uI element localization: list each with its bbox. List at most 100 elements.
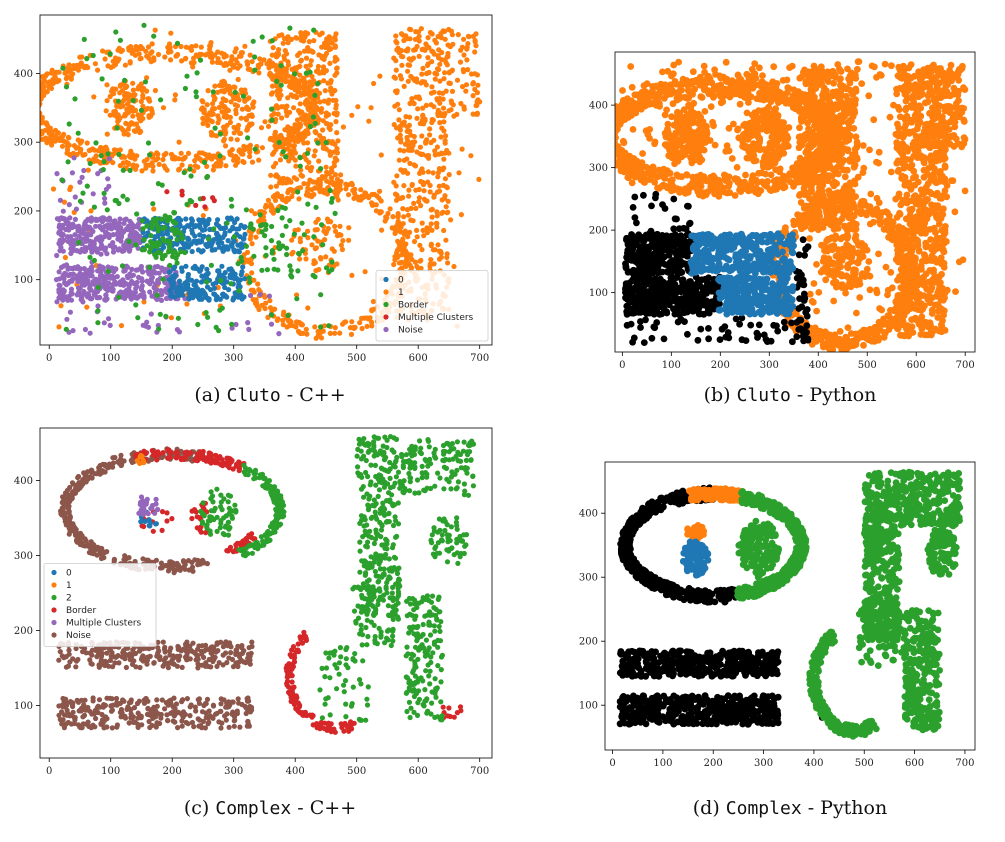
data-point bbox=[606, 119, 613, 126]
data-point bbox=[337, 330, 343, 336]
data-point bbox=[203, 52, 209, 58]
data-point bbox=[331, 149, 337, 155]
data-point bbox=[263, 252, 269, 258]
data-point bbox=[311, 153, 317, 159]
data-point bbox=[60, 208, 66, 214]
data-point bbox=[79, 174, 85, 180]
data-point bbox=[135, 315, 141, 321]
data-point bbox=[43, 72, 49, 78]
data-point bbox=[127, 246, 133, 253]
data-point bbox=[762, 93, 770, 101]
data-point bbox=[122, 295, 128, 301]
data-point bbox=[425, 55, 431, 61]
data-point bbox=[473, 43, 479, 49]
data-point bbox=[246, 275, 252, 281]
data-point bbox=[607, 130, 614, 137]
data-point bbox=[437, 120, 443, 126]
data-point bbox=[77, 140, 83, 146]
data-point bbox=[212, 291, 218, 297]
data-point bbox=[99, 219, 105, 225]
data-point bbox=[155, 151, 161, 157]
data-point bbox=[671, 138, 679, 146]
data-point bbox=[58, 303, 64, 309]
data-point bbox=[600, 146, 607, 153]
data-point bbox=[311, 258, 317, 264]
data-point bbox=[205, 88, 211, 94]
data-point bbox=[602, 114, 609, 121]
data-point bbox=[106, 183, 112, 189]
data-point bbox=[371, 202, 377, 208]
data-point bbox=[429, 48, 435, 54]
data-point bbox=[155, 155, 161, 161]
data-point bbox=[326, 323, 332, 329]
data-point bbox=[265, 197, 271, 203]
data-point bbox=[197, 224, 203, 230]
data-point bbox=[448, 217, 454, 223]
data-point bbox=[346, 225, 352, 231]
x-tick-label: 400 bbox=[286, 353, 305, 364]
data-point bbox=[146, 264, 153, 270]
data-point bbox=[603, 139, 610, 146]
data-point bbox=[332, 325, 338, 331]
data-point bbox=[287, 263, 293, 269]
data-point bbox=[139, 218, 145, 224]
data-point bbox=[244, 126, 250, 132]
data-point bbox=[232, 249, 238, 255]
data-point bbox=[252, 146, 258, 152]
data-point bbox=[410, 75, 416, 81]
data-point bbox=[120, 279, 126, 285]
data-point bbox=[298, 57, 304, 63]
data-point bbox=[162, 54, 168, 60]
data-point bbox=[463, 82, 470, 88]
data-point bbox=[434, 96, 440, 102]
data-point bbox=[320, 64, 327, 70]
data-point bbox=[313, 68, 320, 74]
data-point bbox=[204, 102, 210, 108]
data-point bbox=[687, 153, 694, 161]
data-point bbox=[273, 103, 280, 109]
data-point bbox=[221, 109, 227, 115]
data-point bbox=[335, 197, 341, 203]
data-point bbox=[312, 120, 318, 127]
data-point bbox=[252, 54, 258, 60]
data-point bbox=[104, 207, 110, 213]
data-point bbox=[229, 321, 235, 327]
data-point bbox=[695, 112, 703, 119]
data-point bbox=[332, 172, 338, 178]
data-point bbox=[356, 197, 362, 203]
data-point bbox=[278, 104, 284, 110]
data-point bbox=[397, 147, 403, 153]
data-point bbox=[72, 194, 78, 200]
data-point bbox=[215, 49, 221, 55]
data-point bbox=[412, 259, 418, 265]
caption-a-label: (a) bbox=[194, 384, 227, 406]
legend-label: Border bbox=[398, 301, 428, 311]
data-point bbox=[103, 108, 109, 114]
data-point bbox=[305, 228, 311, 234]
data-point bbox=[186, 291, 192, 297]
data-point bbox=[271, 266, 277, 272]
data-point bbox=[34, 85, 39, 90]
data-point bbox=[306, 102, 312, 109]
data-point bbox=[664, 125, 671, 133]
data-point bbox=[391, 122, 397, 128]
data-point bbox=[651, 178, 658, 186]
data-point bbox=[34, 95, 39, 100]
data-point bbox=[200, 99, 206, 105]
data-point bbox=[229, 203, 235, 209]
data-point bbox=[323, 265, 330, 271]
data-point bbox=[725, 182, 732, 190]
data-point bbox=[418, 203, 424, 209]
data-point bbox=[125, 132, 131, 138]
data-point bbox=[210, 89, 216, 95]
data-point bbox=[232, 96, 238, 102]
data-point bbox=[209, 59, 215, 65]
data-point bbox=[281, 56, 288, 62]
data-point bbox=[698, 94, 706, 101]
data-point bbox=[322, 53, 328, 59]
data-point bbox=[160, 276, 166, 282]
data-point bbox=[348, 331, 355, 337]
data-point bbox=[140, 289, 146, 295]
data-point bbox=[117, 37, 123, 43]
data-point bbox=[419, 46, 425, 53]
